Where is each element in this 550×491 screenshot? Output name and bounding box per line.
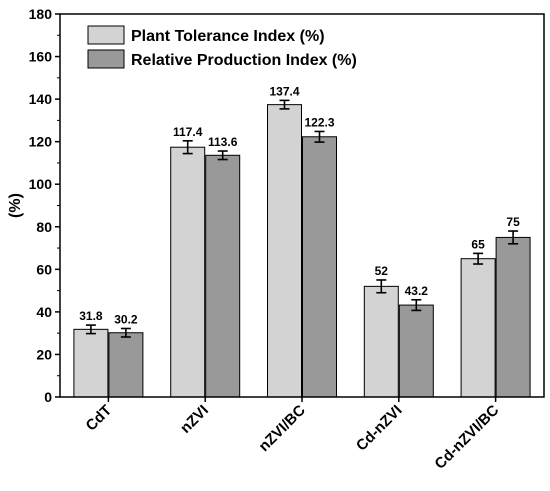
legend-label: Plant Tolerance Index (%)	[131, 28, 325, 45]
bar-plant-tolerance-4	[460, 258, 496, 398]
y-tick-label: 80	[36, 219, 52, 235]
data-label: 137.4	[269, 84, 299, 98]
y-tick-label: 100	[29, 176, 53, 192]
error-bars-layer	[85, 99, 519, 338]
bars-layer	[73, 104, 531, 398]
bar-relative-production-2	[302, 136, 337, 398]
bar-relative-production-1	[205, 154, 241, 398]
y-tick-label: 120	[29, 134, 53, 150]
legend-label: Relative Production Index (%)	[131, 52, 357, 69]
y-tick-label: 60	[36, 261, 52, 277]
bar-plant-tolerance-3	[363, 285, 399, 398]
bar-plant-tolerance-0	[73, 328, 109, 398]
bar-relative-production-0	[108, 332, 144, 398]
legend-swatch	[87, 25, 125, 45]
data-label: 113.6	[208, 135, 238, 149]
data-label: 122.3	[304, 115, 334, 129]
data-label: 117.4	[173, 125, 203, 139]
data-label: 43.2	[405, 284, 429, 298]
bar-relative-production-4	[495, 236, 531, 398]
bar-relative-production-3	[398, 304, 434, 398]
y-tick-label: 140	[29, 91, 53, 107]
legend: Plant Tolerance Index (%) Relative Produc…	[87, 25, 357, 69]
data-labels-layer: 31.8 30.2 117.4 113.6 137.4 122.3 52 43.2 65 75	[79, 84, 520, 326]
y-tick-label: 180	[29, 6, 53, 22]
y-axis-title: (%)	[7, 193, 24, 218]
legend-swatch	[87, 49, 125, 69]
data-label: 30.2	[114, 312, 138, 326]
data-label: 31.8	[79, 309, 103, 323]
data-label: 65	[471, 237, 485, 251]
y-tick-label: 160	[29, 49, 53, 65]
y-tick-label: 20	[36, 346, 52, 362]
y-tick-label: 40	[36, 304, 52, 320]
data-label: 52	[375, 264, 389, 278]
data-label: 75	[506, 215, 520, 229]
bar-plant-tolerance-1	[170, 146, 206, 398]
bar-plant-tolerance-2	[267, 104, 302, 398]
y-tick-label: 0	[44, 389, 52, 405]
y-axis: 0 20 40 60 80 100 120 140 160 180	[29, 6, 60, 405]
